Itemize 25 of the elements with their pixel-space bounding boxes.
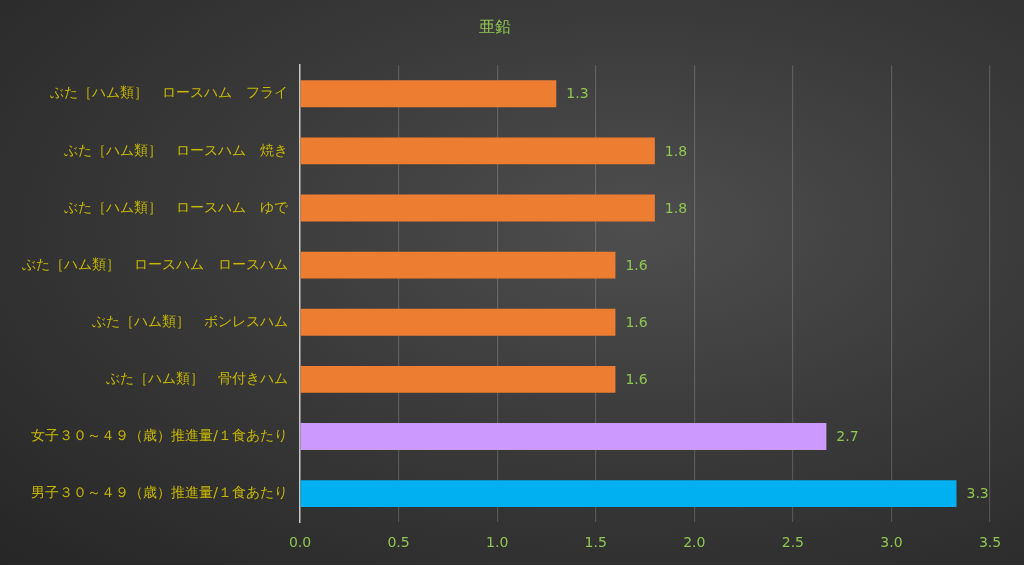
x-tick-label: 1.0: [486, 534, 509, 551]
x-tick-label: 3.5: [978, 534, 1002, 551]
data-label: 1.6: [625, 256, 648, 273]
data-label: 1.3: [566, 85, 589, 102]
y-tick-label: 男子３０～４９（歳）推進量/１食あたり: [31, 484, 288, 501]
x-tick-label: 0.0: [288, 534, 312, 551]
x-tick-label: 1.5: [584, 534, 607, 551]
y-tick-label: ぶた［ハム類］ ロースハム ゆで: [64, 198, 289, 215]
data-label: 1.6: [625, 313, 648, 330]
y-tick-label: ぶた［ハム類］ ロースハム フライ: [50, 84, 288, 101]
data-label: 2.7: [836, 428, 859, 445]
x-tick-label: 2.5: [781, 534, 804, 551]
x-tick-label: 2.0: [683, 534, 706, 551]
y-tick-label: ぶた［ハム類］ 骨付きハム: [106, 370, 288, 387]
y-tick-label: 女子３０～４９（歳）推進量/１食あたり: [31, 427, 288, 444]
y-tick-label: ぶた［ハム類］ ロースハム 焼き: [64, 141, 288, 158]
x-tick-label: 3.0: [880, 534, 903, 551]
y-tick-label: ぶた［ハム類］ ロースハム ロースハム: [22, 255, 288, 272]
chart-title: 亜鉛: [479, 16, 511, 36]
data-label: 3.3: [966, 485, 989, 502]
x-tick-label: 0.5: [387, 534, 410, 551]
data-label: 1.8: [664, 142, 688, 159]
data-label: 1.6: [625, 371, 648, 388]
y-tick-label: ぶた［ハム類］ ボンレスハム: [92, 312, 288, 329]
data-label: 1.8: [664, 199, 688, 216]
